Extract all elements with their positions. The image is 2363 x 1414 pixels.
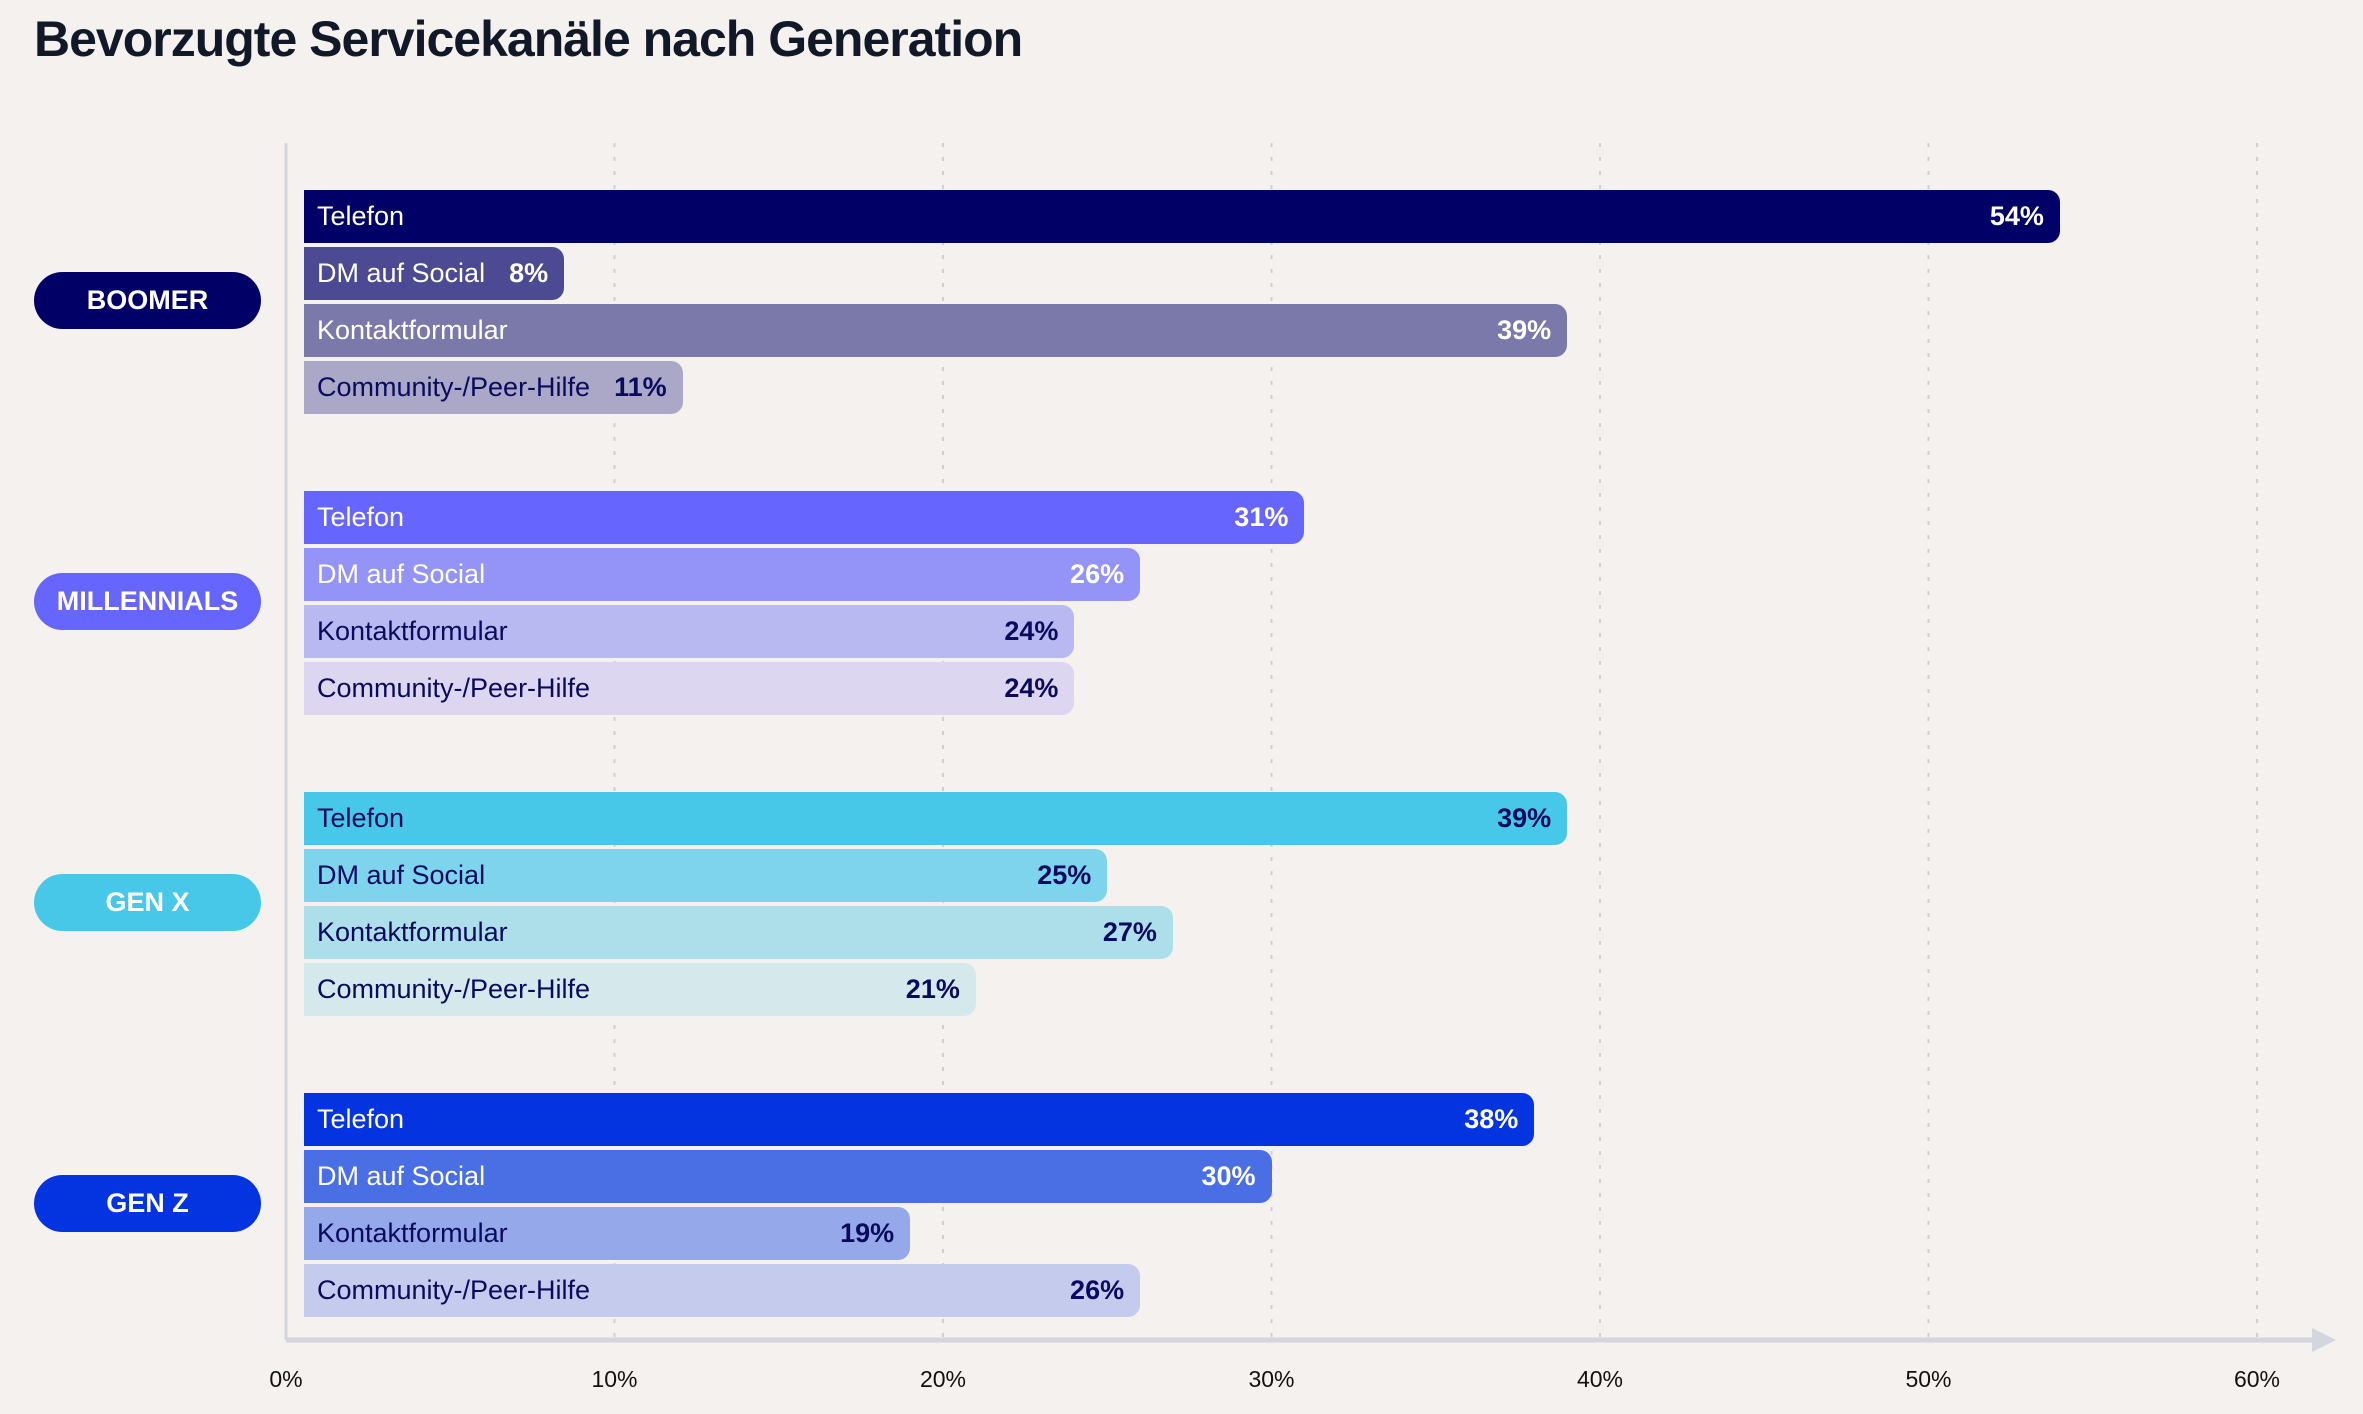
bar: Telefon 54% — [304, 190, 2060, 243]
bar-category-label: Telefon — [317, 803, 405, 833]
bar: Telefon 31% — [304, 491, 1305, 544]
bar-category-label: DM auf Social — [317, 258, 486, 288]
bar-value-label: 38% — [1464, 1104, 1519, 1134]
bar: DM auf Social 30% — [304, 1150, 1272, 1203]
bar-value-label: 11% — [614, 372, 667, 402]
bar: Kontaktformular 24% — [304, 605, 1075, 658]
x-tick-label: 0% — [269, 1366, 303, 1392]
bar-category-label: Kontaktformular — [317, 315, 508, 345]
bar-value-label: 26% — [1070, 559, 1125, 589]
bar: Kontaktformular 27% — [304, 906, 1173, 959]
bar: Telefon 39% — [304, 792, 1568, 845]
bar-category-label: DM auf Social — [317, 559, 486, 589]
bar-value-label: 24% — [1004, 616, 1059, 646]
bar-value-label: 54% — [1989, 201, 2044, 231]
bar: Kontaktformular 39% — [304, 304, 1568, 357]
bar-value-label: 31% — [1234, 502, 1289, 532]
bar-value-label: 26% — [1070, 1275, 1125, 1305]
bar: Community-/Peer-Hilfe 21% — [304, 963, 976, 1016]
group-label-boomer: BOOMER — [34, 272, 261, 329]
bar: Community-/Peer-Hilfe 11% — [304, 361, 683, 414]
bar-category-label: Telefon — [317, 502, 405, 532]
bar: DM auf Social 25% — [304, 849, 1108, 902]
x-tick-label: 10% — [591, 1366, 638, 1392]
bar-value-label: 39% — [1497, 803, 1552, 833]
x-tick-label: 20% — [919, 1366, 967, 1392]
bar-category-label: DM auf Social — [317, 1161, 486, 1191]
bar-value-label: 39% — [1497, 315, 1552, 345]
bar-category-label: Kontaktformular — [317, 917, 508, 947]
bar: Community-/Peer-Hilfe 26% — [304, 1264, 1141, 1317]
bar-category-label: Community-/Peer-Hilfe — [317, 974, 591, 1004]
x-tick-label: 50% — [1905, 1366, 1952, 1392]
bar: DM auf Social 8% — [304, 247, 565, 300]
group-label-gen-z: GEN Z — [34, 1175, 261, 1232]
bar: DM auf Social 26% — [304, 548, 1141, 601]
bar-category-label: Kontaktformular — [317, 1218, 508, 1248]
bar: Kontaktformular 19% — [304, 1207, 911, 1260]
chart-title: Bevorzugte Servicekanäle nach Generation — [34, 11, 1023, 67]
bar: Telefon 38% — [304, 1093, 1535, 1146]
group-label-gen-x: GEN X — [34, 874, 261, 931]
bar: Community-/Peer-Hilfe 24% — [304, 662, 1075, 715]
bar-value-label: 25% — [1037, 860, 1092, 890]
group-label-millennials: MILLENNIALS — [34, 573, 261, 630]
bar-category-label: Kontaktformular — [317, 616, 508, 646]
bar-value-label: 24% — [1004, 673, 1059, 703]
bar-category-label: Telefon — [317, 1104, 405, 1134]
x-axis-arrow-icon — [2312, 1328, 2336, 1352]
bar-value-label: 27% — [1102, 917, 1157, 947]
bar-value-label: 30% — [1201, 1161, 1256, 1191]
bar-value-label: 21% — [905, 974, 960, 1004]
bar-category-label: Community-/Peer-Hilfe — [317, 372, 591, 402]
x-tick-label: 60% — [2233, 1366, 2281, 1392]
bar-value-label: 19% — [840, 1218, 895, 1248]
x-tick-label: 30% — [1248, 1366, 1295, 1392]
bar-value-label: 8% — [509, 258, 549, 288]
bar-category-label: Telefon — [317, 201, 405, 231]
bar-category-label: Community-/Peer-Hilfe — [317, 673, 591, 703]
bar-category-label: DM auf Social — [317, 860, 486, 890]
x-tick-label: 40% — [1576, 1366, 1624, 1392]
bar-category-label: Community-/Peer-Hilfe — [317, 1275, 591, 1305]
